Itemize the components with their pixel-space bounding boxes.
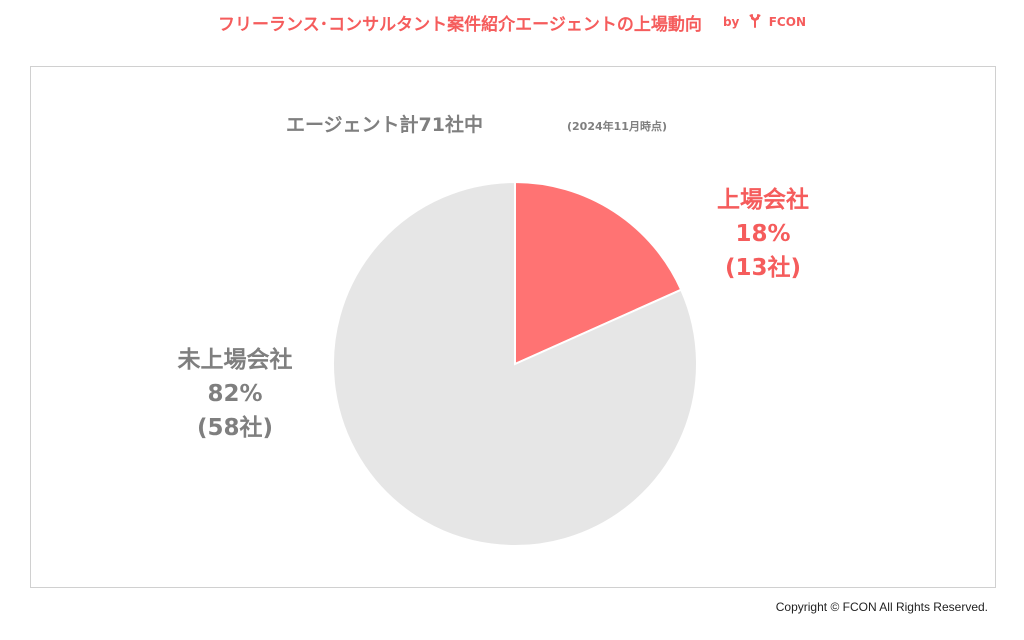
chart-frame: エージェント計71社中 (2024年11月時点) 上場会社 18% (13社) 未上場… (30, 66, 996, 588)
brand-name: FCON (768, 15, 806, 29)
by-label: by (722, 15, 740, 29)
slice-1-percent-label: 82% (207, 381, 262, 407)
pie-slice-0 (514, 180, 683, 366)
fork-leaf-icon (748, 14, 762, 31)
chart-subtitle: (2024年11月時点) (567, 119, 667, 133)
pie-slice-1 (332, 180, 698, 547)
header: フリーランス･コンサルタント案件紹介エージェントの上場動向 by FCON (0, 10, 1024, 40)
pie-chart: エージェント計71社中 (2024年11月時点) 上場会社 18% (13社) 未上場… (178, 113, 809, 547)
byline: by FCON (723, 14, 806, 31)
slice-0-percent-label: 18% (735, 221, 790, 247)
page-title: フリーランス･コンサルタント案件紹介エージェントの上場動向 (218, 15, 702, 35)
slice-1-label: 未上場会社 (178, 346, 293, 373)
slice-0-count-label: (13社) (725, 254, 801, 281)
slice-1-count-label: (58社) (197, 414, 273, 441)
chart-title: エージェント計71社中 (286, 113, 483, 136)
slice-0-label: 上場会社 (717, 186, 809, 213)
copyright-text: Copyright © FCON All Rights Reserved. (775, 600, 988, 614)
